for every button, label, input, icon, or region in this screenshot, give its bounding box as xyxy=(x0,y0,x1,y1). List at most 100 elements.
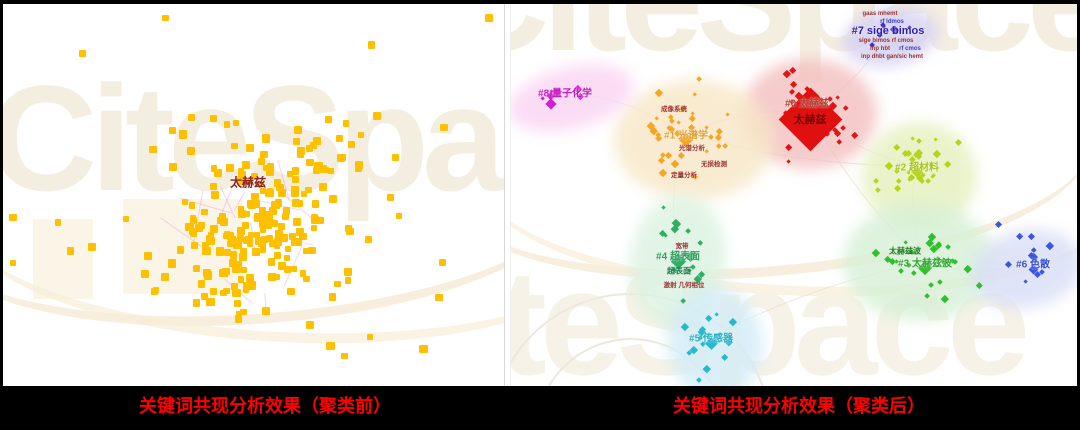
keyword-node xyxy=(275,230,284,239)
keyword-node xyxy=(197,280,206,288)
central-keyword-label: 太赫兹 xyxy=(229,175,267,190)
keyword-label: rf cmos xyxy=(899,46,921,52)
keyword-node xyxy=(313,137,321,146)
keyword-label: 太赫兹波 xyxy=(889,246,921,256)
keyword-node xyxy=(309,141,318,150)
keyword-node xyxy=(287,287,295,296)
keyword-node xyxy=(282,207,291,216)
panel-after-clustering: CiteSpace CiteSpace 太赫兹#0 太赫兹成像系统光谱分析无损检… xyxy=(511,4,1077,386)
keyword-node xyxy=(176,245,185,254)
keyword-node xyxy=(232,237,241,247)
keyword-label: 激射 几何相位 xyxy=(663,282,705,289)
keyword-node xyxy=(243,210,250,217)
keyword-node xyxy=(232,288,241,297)
keyword-node xyxy=(281,213,289,221)
keyword-node xyxy=(9,259,17,266)
keyword-label: inp dhbt gan/sic hemt xyxy=(860,54,924,60)
keyword-node xyxy=(210,190,219,199)
keyword-node xyxy=(316,216,324,224)
keyword-node xyxy=(310,224,318,232)
cluster-label-4: #4 超表面 xyxy=(656,251,700,263)
keyword-node xyxy=(419,345,428,354)
keyword-node xyxy=(250,173,258,181)
keyword-node xyxy=(301,191,308,198)
keyword-node xyxy=(231,142,238,150)
keyword-node xyxy=(193,265,200,272)
keyword-node xyxy=(252,248,261,257)
keyword-node xyxy=(206,297,215,307)
keyword-node xyxy=(244,236,252,244)
keyword-node xyxy=(259,226,267,234)
keyword-node xyxy=(286,171,293,178)
keyword-label: 宽带 xyxy=(675,243,689,250)
keyword-node xyxy=(355,161,364,169)
keyword-node xyxy=(336,135,344,143)
keyword-node xyxy=(274,238,282,247)
keyword-node xyxy=(310,214,318,222)
keyword-node xyxy=(266,162,275,171)
background-arc xyxy=(547,338,715,386)
keyword-node xyxy=(291,265,298,272)
keyword-node xyxy=(342,120,350,128)
keyword-node xyxy=(197,221,205,229)
keyword-node xyxy=(237,176,246,185)
keyword-node xyxy=(190,230,198,238)
keyword-node xyxy=(296,150,305,158)
cluster-label-2: #2 超材料 xyxy=(895,162,939,174)
keyword-node xyxy=(306,158,314,167)
keyword-node xyxy=(273,274,281,281)
keyword-node xyxy=(218,212,227,221)
keyword-node xyxy=(372,111,381,120)
keyword-node xyxy=(54,219,62,226)
keyword-node xyxy=(334,281,341,288)
keyword-node xyxy=(266,218,274,226)
keyword-node xyxy=(366,333,374,341)
keyword-node xyxy=(149,145,158,154)
keyword-label: 成像系统 xyxy=(661,106,687,113)
keyword-node xyxy=(275,183,284,192)
cluster-label-3: #3 太赫兹波 xyxy=(898,258,952,270)
keyword-node xyxy=(274,251,282,259)
keyword-node xyxy=(247,200,256,209)
keyword-node xyxy=(178,130,188,139)
keyword-node xyxy=(228,258,238,267)
keyword-node xyxy=(267,272,276,281)
keyword-node xyxy=(123,215,130,222)
keyword-node xyxy=(291,175,299,183)
keyword-node xyxy=(186,147,195,156)
keyword-node xyxy=(189,214,196,221)
keyword-node xyxy=(319,182,328,191)
keyword-node xyxy=(227,232,235,239)
keyword-node xyxy=(237,168,245,176)
keyword-node xyxy=(66,247,75,255)
keyword-node xyxy=(341,352,348,360)
keyword-node xyxy=(348,140,355,148)
cluster-label-8: #8 量子化学 xyxy=(538,88,592,100)
keyword-node xyxy=(223,121,231,128)
keyword-node xyxy=(251,199,260,209)
keyword-node xyxy=(209,287,217,296)
keyword-node xyxy=(87,243,96,252)
keyword-node xyxy=(241,221,249,229)
keyword-node xyxy=(296,199,304,207)
keyword-node xyxy=(395,212,403,220)
keyword-node xyxy=(260,188,267,195)
keyword-node xyxy=(326,341,335,351)
keyword-node xyxy=(213,168,222,177)
keyword-node xyxy=(283,255,290,262)
keyword-node xyxy=(288,233,296,241)
keyword-node xyxy=(271,219,279,227)
keyword-node xyxy=(234,299,242,307)
keyword-node xyxy=(273,242,281,249)
central-node-label: 太赫兹 xyxy=(793,114,827,126)
keyword-node xyxy=(260,150,268,159)
keyword-node xyxy=(485,14,493,22)
keyword-node xyxy=(251,192,260,201)
keyword-node xyxy=(211,165,218,172)
cluster-hull-3 xyxy=(843,203,995,321)
keyword-node xyxy=(323,166,330,173)
keyword-node xyxy=(160,272,170,281)
keyword-node xyxy=(344,276,352,284)
keyword-node xyxy=(247,240,254,247)
keyword-node xyxy=(153,286,160,293)
